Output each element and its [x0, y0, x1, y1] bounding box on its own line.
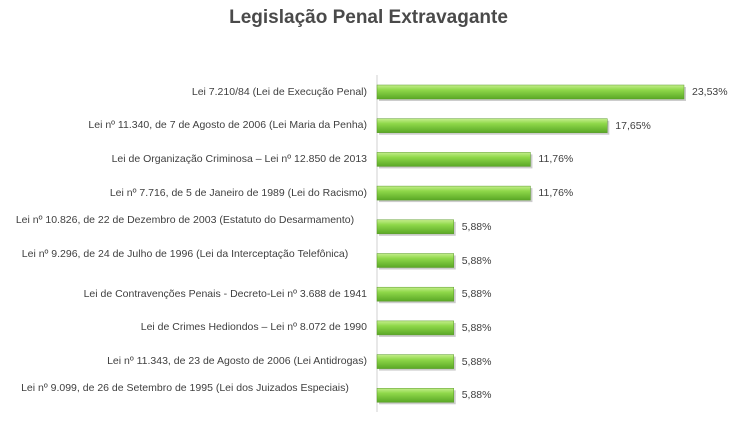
- category-label: Lei nº 7.716, de 5 de Janeiro de 1989 (L…: [109, 186, 367, 199]
- category-label: Lei nº 9.099, de 26 de Setembro de 1995 …: [21, 382, 349, 395]
- category-label: Lei nº 11.340, de 7 de Agosto de 2006 (L…: [88, 119, 367, 132]
- bar: [376, 219, 454, 235]
- data-label: 5,88%: [461, 254, 492, 267]
- category-label: Lei de Crimes Hediondos – Lei nº 8.072 d…: [140, 321, 367, 334]
- bar: [376, 388, 454, 403]
- data-label: 23,53%: [692, 86, 728, 98]
- data-label: 11,76%: [538, 187, 574, 200]
- bar: [376, 152, 531, 167]
- bar: [376, 354, 454, 369]
- data-label: 5,88%: [461, 389, 492, 402]
- data-label: 5,88%: [461, 355, 492, 368]
- category-label: Lei nº 10.826, de 22 de Dezembro de 2003…: [15, 213, 355, 226]
- bar: [376, 118, 608, 133]
- data-label: 5,88%: [461, 321, 492, 334]
- data-label: 5,88%: [461, 220, 492, 233]
- chart-title: Legislação Penal Extravagante: [229, 7, 508, 28]
- category-label: Lei de Contravenções Penais - Decreto-Le…: [83, 287, 367, 300]
- bar: [376, 84, 685, 100]
- bar: [376, 253, 454, 268]
- category-label: Lei nº 11.343, de 23 de Agosto de 2006 (…: [107, 355, 367, 368]
- category-label: Lei de Organização Criminosa – Lei nº 12…: [111, 152, 367, 165]
- data-label: 5,88%: [461, 288, 492, 301]
- bar: [376, 286, 454, 302]
- bar: [376, 320, 454, 336]
- data-label: 11,76%: [538, 153, 574, 166]
- data-label: 17,65%: [615, 119, 651, 132]
- category-label: Lei nº 9.296, de 24 de Julho de 1996 (Le…: [21, 247, 349, 260]
- category-label: Lei 7.210/84 (Lei de Execução Penal): [191, 85, 367, 98]
- bar: [376, 185, 531, 201]
